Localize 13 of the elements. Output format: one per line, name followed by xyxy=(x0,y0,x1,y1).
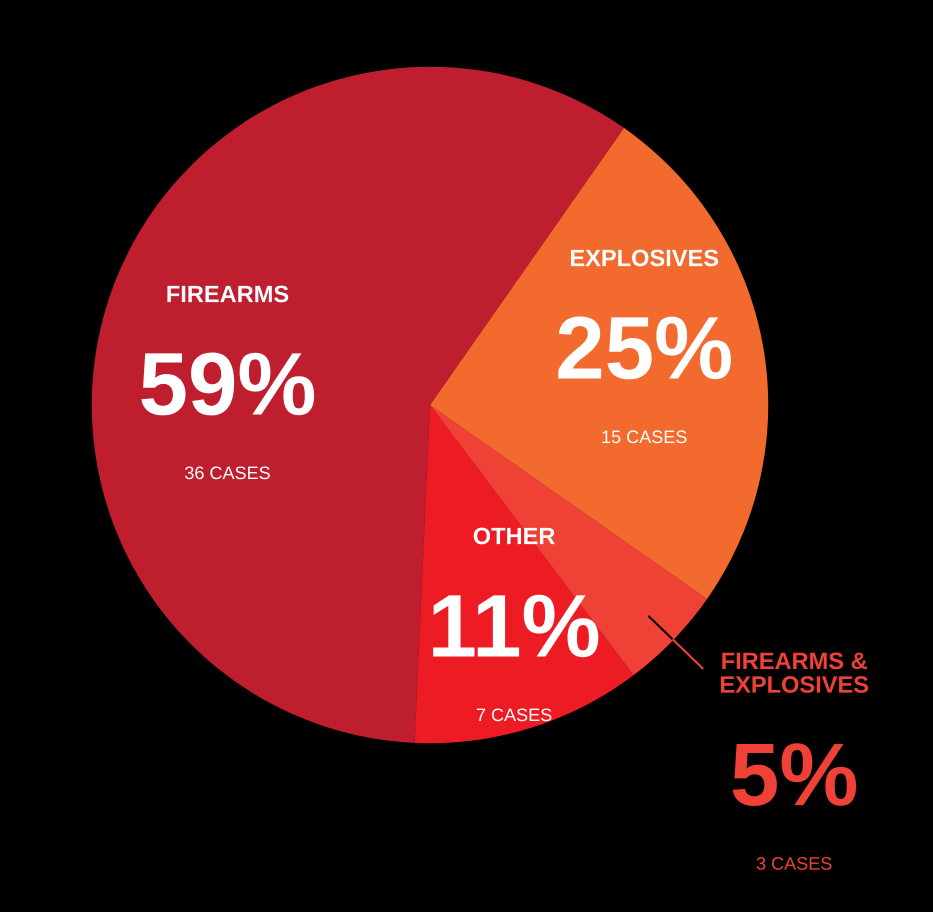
legend-label: FIREARMS & EXPLOSIVES xyxy=(720,652,868,693)
text: 7 CASES xyxy=(476,708,552,722)
slice-label: OTHER xyxy=(474,528,555,544)
slice-label: FIREARMS xyxy=(167,286,288,302)
text: 3 CASES xyxy=(756,857,832,870)
pie-slice xyxy=(430,405,708,676)
data-label: 11% xyxy=(433,594,598,658)
data-label: 5% xyxy=(732,743,856,806)
data-label: 59% xyxy=(141,352,314,416)
data-label: 25% xyxy=(558,316,731,380)
slice-label: EXPLOSIVES xyxy=(571,250,718,266)
text: 36 CASES xyxy=(185,466,270,480)
text: 15 CASES xyxy=(602,430,687,444)
